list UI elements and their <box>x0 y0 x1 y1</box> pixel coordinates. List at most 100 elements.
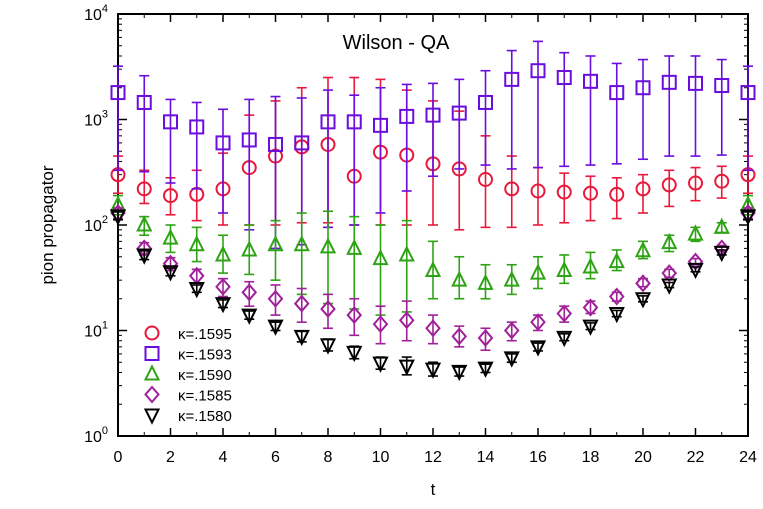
data-point <box>188 282 205 299</box>
data-point <box>634 292 652 309</box>
data-point <box>503 351 520 368</box>
data-point <box>267 319 284 336</box>
x-tick-label: 14 <box>477 449 495 466</box>
data-point <box>398 311 415 330</box>
data-point <box>346 114 362 130</box>
x-tick-label: 16 <box>529 449 547 466</box>
data-point <box>188 235 205 252</box>
data-point <box>372 356 389 373</box>
data-point <box>214 245 232 262</box>
data-point <box>714 78 730 94</box>
x-tick-label: 24 <box>739 449 757 466</box>
data-point <box>477 273 494 290</box>
data-point <box>582 257 599 274</box>
data-point <box>503 321 520 340</box>
data-point <box>504 71 520 87</box>
y-tick-label: 100 <box>84 425 108 446</box>
data-point <box>583 73 598 89</box>
legend-label: κ=.1580 <box>178 408 232 425</box>
x-tick-label: 2 <box>166 449 175 466</box>
data-point <box>478 171 493 187</box>
data-point <box>319 338 337 355</box>
data-point <box>189 119 205 135</box>
data-point <box>372 315 389 334</box>
legend-marker <box>143 364 161 381</box>
data-point <box>451 364 468 382</box>
data-point <box>136 181 152 197</box>
x-tick-label: 12 <box>424 449 442 466</box>
data-point <box>503 270 520 287</box>
data-point <box>241 240 258 257</box>
data-point <box>582 298 599 317</box>
data-point <box>608 251 625 269</box>
data-point <box>556 330 573 348</box>
data-point <box>215 135 231 151</box>
data-point <box>609 186 625 202</box>
data-point <box>293 294 310 313</box>
series-3 <box>109 194 757 316</box>
data-point <box>424 362 442 379</box>
legend-label: κ=.1595 <box>178 326 232 343</box>
series-4 <box>110 203 756 352</box>
legend-marker <box>144 325 160 341</box>
data-point <box>136 248 153 265</box>
data-point <box>294 135 310 151</box>
data-point <box>163 188 178 204</box>
data-point <box>346 238 363 255</box>
data-point <box>583 185 598 201</box>
data-point <box>320 114 336 130</box>
data-point <box>477 328 494 347</box>
data-point <box>661 232 678 250</box>
data-point <box>635 274 651 293</box>
data-point <box>241 308 258 325</box>
x-tick-label: 8 <box>324 449 333 466</box>
data-point <box>320 299 336 318</box>
data-point <box>451 327 468 346</box>
y-tick-label: 104 <box>84 3 108 24</box>
data-point <box>425 319 441 338</box>
data-point <box>267 235 284 252</box>
data-point <box>477 361 494 378</box>
data-point <box>241 283 258 302</box>
data-point <box>556 304 573 323</box>
data-point <box>451 270 468 287</box>
data-point <box>136 94 152 110</box>
data-point <box>609 85 625 101</box>
y-tick-label: 102 <box>84 214 108 235</box>
data-point <box>267 289 284 308</box>
data-point <box>556 184 572 200</box>
data-point <box>582 319 599 336</box>
data-point <box>319 237 337 254</box>
data-point <box>109 209 127 226</box>
x-tick-label: 0 <box>114 449 123 466</box>
data-point <box>530 63 546 79</box>
data-point <box>608 287 625 306</box>
x-tick-label: 22 <box>687 449 705 466</box>
y-tick-label: 103 <box>84 109 108 130</box>
data-point <box>398 245 415 262</box>
y-tick-label: 101 <box>84 320 108 341</box>
x-tick-label: 4 <box>219 449 228 466</box>
data-point <box>163 114 178 130</box>
data-point <box>687 224 704 241</box>
data-point <box>661 278 678 295</box>
data-point <box>635 181 651 197</box>
data-point <box>661 177 677 193</box>
data-point <box>214 297 232 314</box>
x-tick-label: 18 <box>582 449 600 466</box>
data-point <box>634 241 652 258</box>
x-axis-label: t <box>431 480 436 499</box>
data-point <box>688 175 703 191</box>
data-point <box>530 183 546 199</box>
data-point <box>529 263 547 280</box>
data-point <box>714 173 730 189</box>
data-point <box>661 74 677 90</box>
legend-label: κ=.1593 <box>178 347 232 364</box>
data-point <box>739 209 757 226</box>
data-point <box>346 306 363 325</box>
x-tick-label: 6 <box>271 449 280 466</box>
data-point <box>635 80 651 96</box>
data-point <box>424 260 442 278</box>
